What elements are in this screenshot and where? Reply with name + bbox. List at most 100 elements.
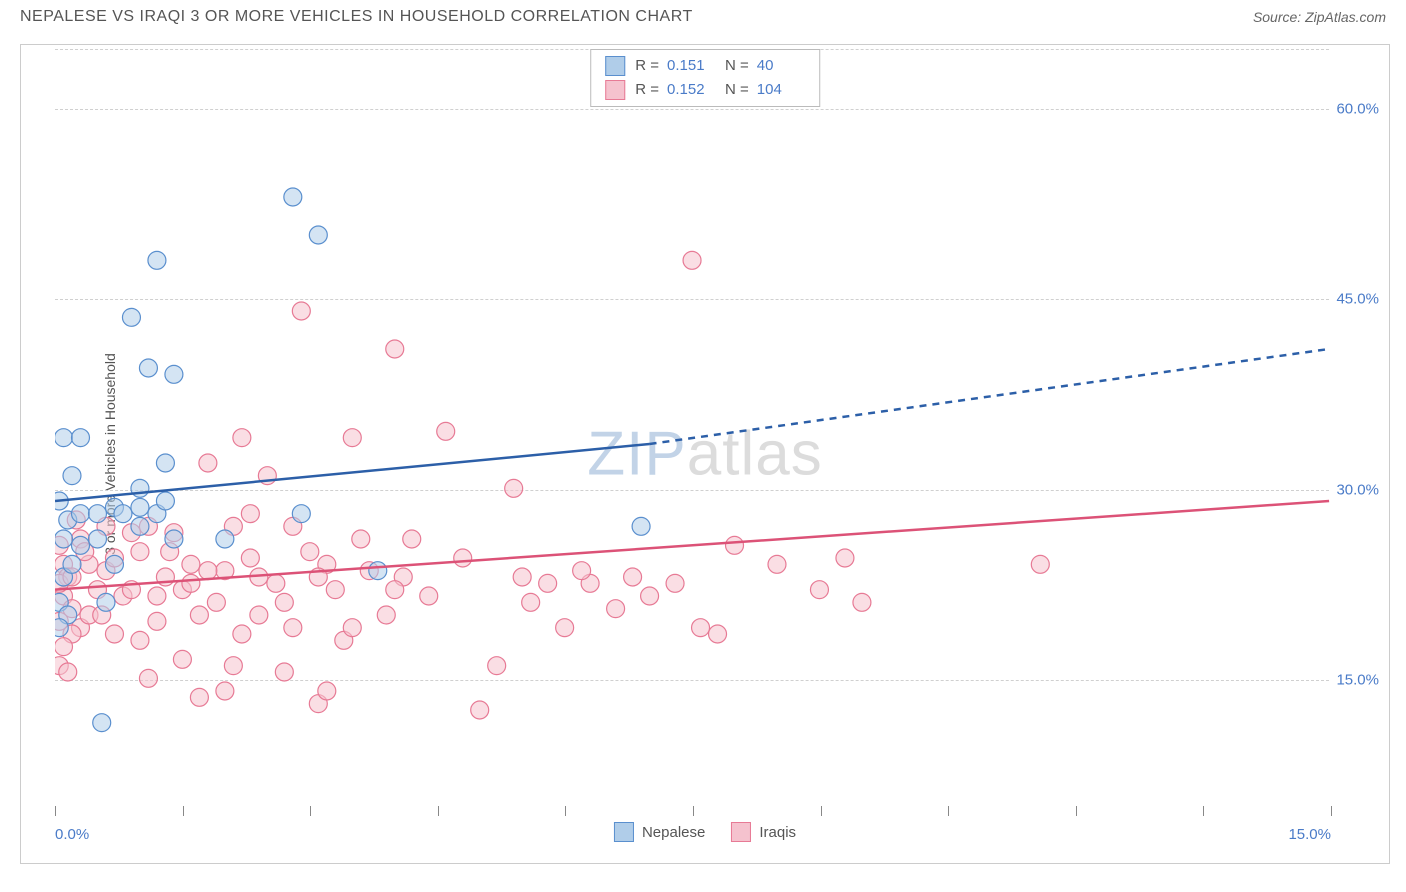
data-point [301, 543, 319, 561]
data-point [437, 422, 455, 440]
data-point [148, 251, 166, 269]
data-point [505, 479, 523, 497]
x-tick [693, 806, 694, 816]
data-point [190, 606, 208, 624]
data-point [71, 429, 89, 447]
legend-label: Nepalese [642, 824, 705, 841]
data-point [352, 530, 370, 548]
data-point [241, 549, 259, 567]
data-point [573, 562, 591, 580]
x-tick [565, 806, 566, 816]
data-point [386, 581, 404, 599]
data-point [641, 587, 659, 605]
x-tick [183, 806, 184, 816]
data-point [63, 555, 81, 573]
data-point [309, 226, 327, 244]
x-tick [948, 806, 949, 816]
data-point [377, 606, 395, 624]
data-point [131, 631, 149, 649]
data-point [726, 536, 744, 554]
data-point [250, 606, 268, 624]
data-point [131, 517, 149, 535]
data-point [131, 543, 149, 561]
data-point [403, 530, 421, 548]
data-point [59, 663, 77, 681]
legend-item-iraqis: Iraqis [731, 822, 796, 842]
x-tick [1203, 806, 1204, 816]
data-point [224, 657, 242, 675]
stats-row-nepalese: R = 0.151 N = 40 [605, 54, 805, 78]
data-point [148, 612, 166, 630]
data-point [156, 454, 174, 472]
data-point [275, 663, 293, 681]
data-point [836, 549, 854, 567]
data-point [165, 365, 183, 383]
legend: Nepalese Iraqis [614, 822, 796, 842]
data-point [267, 574, 285, 592]
data-point [131, 498, 149, 516]
data-point [55, 638, 72, 656]
data-point [233, 429, 251, 447]
data-point [632, 517, 650, 535]
data-point [190, 688, 208, 706]
swatch-blue-icon [614, 822, 634, 842]
data-point [216, 682, 234, 700]
swatch-pink-icon [731, 822, 751, 842]
data-point [241, 505, 259, 523]
data-point [88, 530, 106, 548]
data-point [692, 619, 710, 637]
chart-title: NEPALESE VS IRAQI 3 OR MORE VEHICLES IN … [20, 8, 693, 26]
data-point [148, 587, 166, 605]
x-tick [1076, 806, 1077, 816]
data-point [105, 555, 123, 573]
x-tick [438, 806, 439, 816]
data-point [853, 593, 871, 611]
data-point [93, 714, 111, 732]
data-point [55, 429, 72, 447]
trend-line [650, 349, 1330, 444]
data-point [343, 429, 361, 447]
data-point [105, 625, 123, 643]
x-tick-label: 15.0% [1288, 826, 1331, 843]
data-point [284, 619, 302, 637]
chart-container: 3 or more Vehicles in Household 15.0%30.… [20, 44, 1390, 864]
data-point [683, 251, 701, 269]
data-point [233, 625, 251, 643]
x-tick [55, 806, 56, 816]
data-point [539, 574, 557, 592]
data-point [182, 555, 200, 573]
data-point [326, 581, 344, 599]
data-point [139, 669, 157, 687]
data-point [292, 505, 310, 523]
x-tick [1331, 806, 1332, 816]
data-point [488, 657, 506, 675]
x-tick [821, 806, 822, 816]
chart-header: NEPALESE VS IRAQI 3 OR MORE VEHICLES IN … [0, 0, 1406, 32]
data-point [63, 467, 81, 485]
data-point [369, 562, 387, 580]
data-point [343, 619, 361, 637]
data-point [607, 600, 625, 618]
data-point [199, 562, 217, 580]
scatter-plot-svg [55, 45, 1389, 805]
legend-label: Iraqis [759, 824, 796, 841]
data-point [454, 549, 472, 567]
data-point [556, 619, 574, 637]
data-point [624, 568, 642, 586]
chart-source: Source: ZipAtlas.com [1253, 9, 1386, 25]
data-point [71, 505, 89, 523]
data-point [1031, 555, 1049, 573]
trend-line [55, 444, 650, 501]
x-tick [310, 806, 311, 816]
data-point [156, 492, 174, 510]
data-point [207, 593, 225, 611]
data-point [182, 574, 200, 592]
stats-box: R = 0.151 N = 40 R = 0.152 N = 104 [590, 49, 820, 107]
data-point [139, 359, 157, 377]
data-point [55, 530, 72, 548]
data-point [97, 593, 115, 611]
data-point [420, 587, 438, 605]
data-point [522, 593, 540, 611]
plot-area: 15.0%30.0%45.0%60.0% [55, 45, 1389, 805]
data-point [709, 625, 727, 643]
